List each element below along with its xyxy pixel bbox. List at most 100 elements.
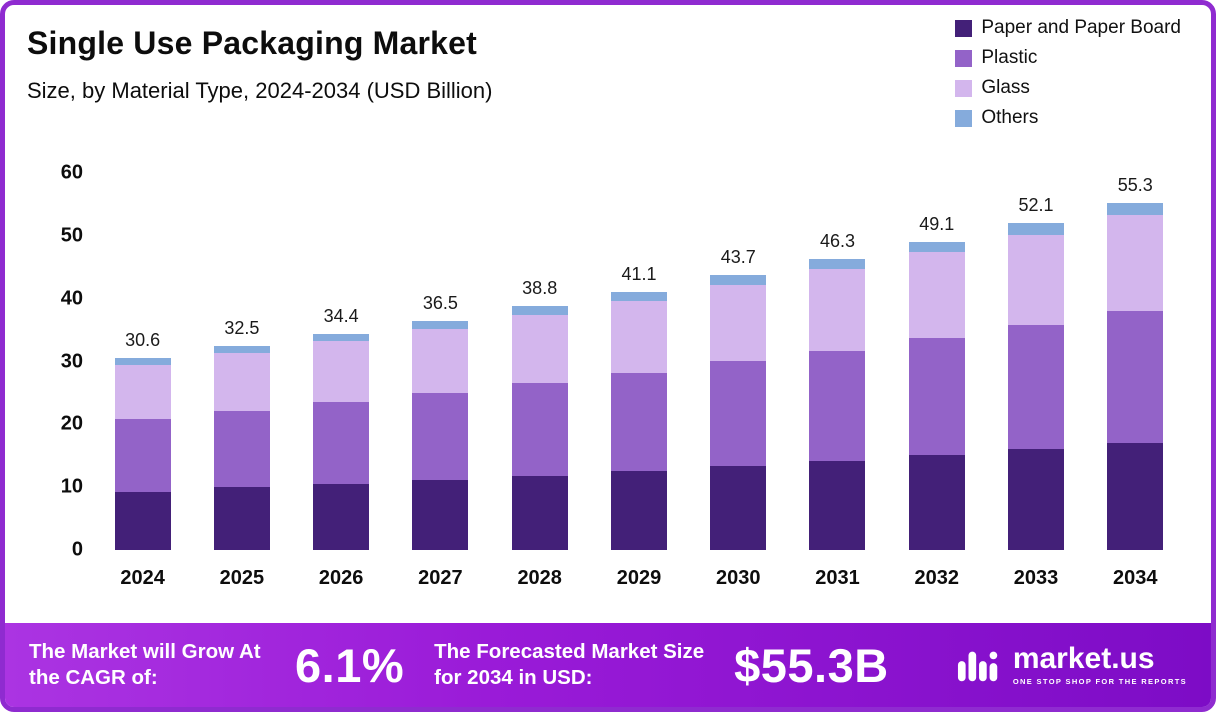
bar-segment-glass [1008,234,1065,326]
bar-total-label: 55.3 [1117,174,1153,195]
legend-swatch [955,19,973,37]
bar-segment-others [908,241,965,253]
bar-segment-paper-and-paper-board [710,466,767,550]
bar-group: 52.1 [986,173,1085,550]
bar-group: 36.5 [391,173,490,550]
bar-segment-paper-and-paper-board [313,484,370,550]
x-axis-label: 2027 [418,567,463,589]
bar-group: 30.6 [93,173,192,550]
bar-segment-glass [114,364,171,420]
bar-total-label: 32.5 [224,317,260,338]
x-axis-label: 2032 [914,567,960,589]
legend-swatch [955,109,973,127]
y-axis-tick: 10 [60,475,83,498]
chart-title: Single Use Packaging Market [27,25,478,61]
bar-segment-glass [710,284,767,362]
bar-segment-others [313,333,370,342]
bar-group: 55.3 [1086,173,1185,550]
stats-banner: The Market will Grow At the CAGR of: 6.1… [5,623,1211,707]
bar-group: 46.3 [788,173,887,550]
bar-total-label: 34.4 [323,305,359,326]
bar-segment-paper-and-paper-board [809,460,866,550]
y-axis-tick: 30 [60,350,83,372]
bar-segment-plastic [114,419,171,492]
bar-total-label: 52.1 [1018,194,1054,215]
bar-segment-glass [610,301,667,373]
legend-swatch [955,49,973,67]
x-axis-label: 2025 [219,567,265,589]
bar-segment-paper-and-paper-board [511,475,568,550]
bar-segment-others [809,259,866,270]
bar-segment-paper-and-paper-board [610,470,667,550]
bar-segment-paper-and-paper-board [114,491,171,550]
bar-stack [313,333,370,550]
y-axis-tick: 40 [60,287,83,310]
x-axis-label: 2034 [1113,567,1158,589]
legend-label: Plastic [981,47,1038,68]
bar-total-label: 41.1 [621,263,657,284]
y-axis: 0 10 20 30 40 50 60 [23,162,83,561]
bar-group: 38.8 [490,173,589,550]
bar-stack [412,320,469,550]
legend-label: Others [981,107,1039,128]
bar-group: 43.7 [689,173,788,550]
cagr-value: 6.1% [295,638,405,692]
bar-segment-others [1107,202,1164,216]
bar-segment-plastic [809,350,866,461]
bar-group: 32.5 [192,173,291,550]
bar-segment-glass [213,352,270,411]
brand-block: market.us ONE STOP SHOP FOR THE REPORTS [957,642,1187,688]
chart-legend: Paper and Paper Board Plastic Glass Others [955,17,1181,129]
bar-segment-plastic [412,392,469,480]
bar-segment-plastic [511,382,568,476]
plot-area: 30.6 32.5 34.4 36.5 38.8 41.1 43.7 46.3 49.1 52.1… [93,173,1185,550]
brand-name: market.us [1012,642,1155,675]
bar-total-label: 46.3 [819,231,856,252]
x-axis-label: 2024 [120,567,165,589]
x-axis: 2024 2025 2026 2027 2028 2029 2030 2031 2032 2033… [93,567,1185,590]
chart-header: Single Use Packaging Market Size, by Mat… [27,25,492,104]
bar-stack [213,345,270,550]
x-axis-label: 2031 [815,567,860,589]
market-us-logo-icon [957,651,998,682]
legend-item: Paper and Paper Board [955,17,1181,39]
legend-item: Glass [955,77,1181,99]
bar-stack [1107,202,1164,550]
bar-stack [809,259,866,550]
bar-total-label: 43.7 [720,247,756,268]
bar-segment-plastic [313,402,370,484]
y-axis-tick: 60 [60,161,83,184]
brand-tagline: ONE STOP SHOP FOR THE REPORTS [1012,677,1187,686]
bar-segment-paper-and-paper-board [908,455,965,550]
bar-segment-plastic [908,338,965,456]
bar-segment-paper-and-paper-board [213,487,270,550]
bar-segment-paper-and-paper-board [412,479,469,550]
bar-segment-glass [809,269,866,351]
x-axis-label: 2026 [318,567,364,589]
bar-segment-glass [511,315,568,383]
chart-subtitle: Size, by Material Type, 2024-2034 (USD B… [27,78,493,103]
bar-segment-plastic [610,372,667,471]
bar-segment-plastic [710,361,767,467]
legend-label: Glass [981,77,1030,98]
brand-text: market.us ONE STOP SHOP FOR THE REPORTS [1012,642,1187,687]
bar-segment-glass [908,252,965,339]
legend-item: Plastic [955,47,1181,69]
x-axis-label: 2028 [517,567,562,589]
bar-group: 34.4 [292,173,391,550]
bar-stack [610,291,667,550]
x-axis-label: 2033 [1013,567,1059,589]
y-axis-tick: 20 [60,412,83,435]
bar-group: 41.1 [589,173,688,550]
bar-segment-plastic [1008,325,1065,450]
x-axis-label: 2030 [715,567,761,589]
bar-total-label: 49.1 [919,213,955,234]
legend-item: Others [955,107,1181,129]
bar-segment-others [412,320,469,329]
x-axis-label: 2029 [616,567,662,589]
forecast-label: The Forecasted Market Size for 2034 in U… [434,640,705,689]
bar-segment-paper-and-paper-board [1008,449,1065,550]
cagr-label: The Market will Grow At the CAGR of: [29,640,261,689]
bar-stack [1008,222,1065,550]
